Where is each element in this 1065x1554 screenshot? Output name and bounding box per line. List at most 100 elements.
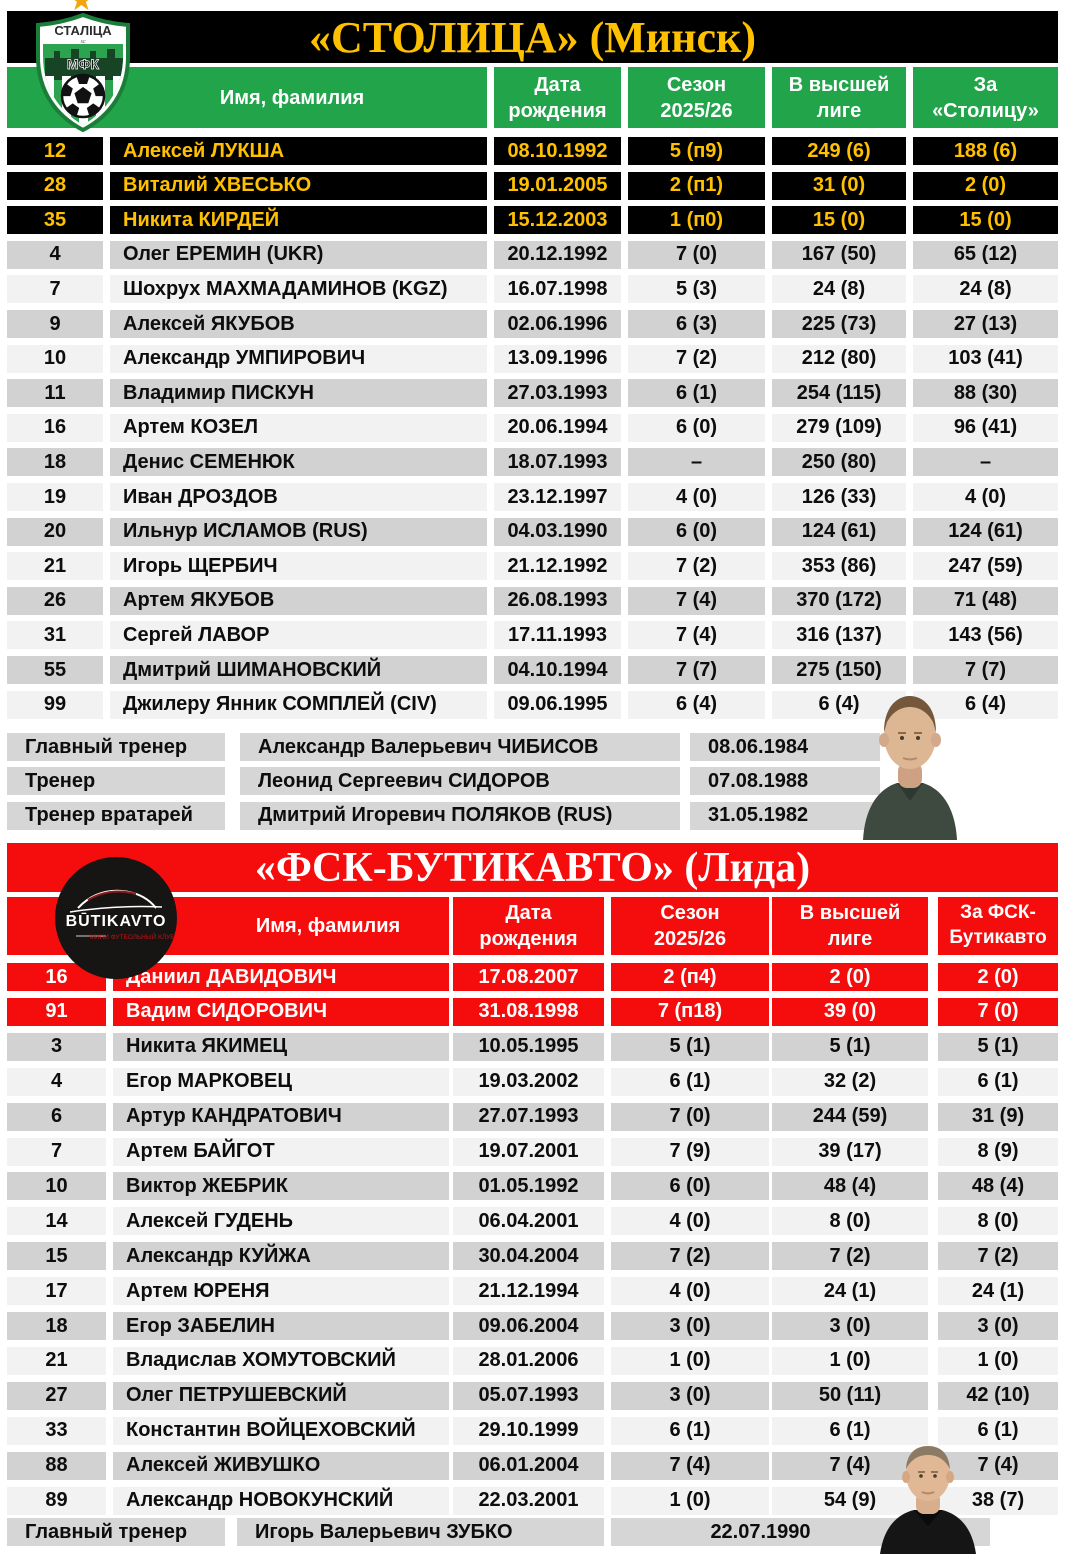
player-number: 12 [7, 137, 103, 165]
column-header-club: За «Столицу» [913, 67, 1058, 128]
player-season-stats: 6 (0) [611, 1172, 769, 1201]
player-number: 55 [7, 656, 103, 684]
player-club-stats: 15 (0) [913, 206, 1058, 235]
player-row: 4 Олег ЕРЕМИН (UKR) 20.12.1992 7 (0) 167 (50… [0, 240, 1065, 269]
coach-name: Игорь Валерьевич ЗУБКО [237, 1518, 604, 1546]
player-row: 21 Игорь ЩЕРБИЧ 21.12.1992 7 (2) 353 (86) 247… [0, 552, 1065, 581]
coach-role: Главный тренер [7, 733, 225, 761]
player-league-stats: 31 (0) [772, 171, 906, 200]
player-row: 10 Александр УМПИРОВИЧ 13.09.1996 7 (2) 212 … [0, 344, 1065, 373]
player-club-stats: 7 (4) [938, 1451, 1058, 1480]
player-league-stats: 167 (50) [772, 240, 906, 269]
player-number: 17 [7, 1277, 106, 1306]
player-birthdate: 31.08.1998 [453, 997, 604, 1026]
player-name: Егор ЗАБЕЛИН [113, 1312, 449, 1340]
player-name: Игорь ЩЕРБИЧ [110, 552, 487, 581]
player-league-stats: 6 (4) [772, 690, 906, 719]
player-league-stats: 279 (109) [772, 413, 906, 442]
player-number: 7 [7, 275, 103, 304]
player-league-stats: 353 (86) [772, 552, 906, 581]
player-club-stats: 65 (12) [913, 240, 1058, 269]
coach-row: Главный тренер Александр Валерьевич ЧИБИС… [0, 733, 1065, 761]
player-number: 7 [7, 1137, 106, 1166]
player-name: Даниил ДАВИДОВИЧ [113, 963, 449, 991]
player-club-stats: 1 (0) [938, 1346, 1058, 1375]
player-season-stats: 7 (7) [628, 656, 765, 684]
player-birthdate: 06.04.2001 [453, 1207, 604, 1236]
player-row: 31 Сергей ЛАВОР 17.11.1993 7 (4) 316 (137) 14… [0, 621, 1065, 650]
player-league-stats: 15 (0) [772, 206, 906, 235]
player-number: 6 [7, 1102, 106, 1131]
player-row: 89 Александр НОВОКУНСКИЙ 22.03.2001 1 (0) 54… [0, 1486, 1065, 1515]
player-club-stats: 5 (1) [938, 1032, 1058, 1061]
player-number: 91 [7, 997, 106, 1026]
player-season-stats: 7 (2) [628, 344, 765, 373]
player-league-stats: 50 (11) [772, 1381, 928, 1410]
player-birthdate: 20.06.1994 [494, 413, 621, 442]
column-header-born: Дата рождения [494, 67, 621, 128]
player-number: 26 [7, 586, 103, 615]
table2-title-banner: «ФСК-БУТИКАВТО» (Лида) [7, 843, 1058, 892]
player-league-stats: 126 (33) [772, 483, 906, 511]
player-club-stats: 7 (7) [913, 656, 1058, 684]
player-number: 99 [7, 690, 103, 719]
player-club-stats: 2 (0) [938, 963, 1058, 991]
player-league-stats: 370 (172) [772, 586, 906, 615]
player-name: Денис СЕМЕНЮК [110, 448, 487, 477]
player-birthdate: 13.09.1996 [494, 344, 621, 373]
player-club-stats: 71 (48) [913, 586, 1058, 615]
player-league-stats: 124 (61) [772, 517, 906, 546]
player-club-stats: 7 (0) [938, 997, 1058, 1026]
player-birthdate: 28.01.2006 [453, 1346, 604, 1375]
player-name: Шохрух МАХМАДАМИНОВ (KGZ) [110, 275, 487, 304]
player-row: 9 Алексей ЯКУБОВ 02.06.1996 6 (3) 225 (73) 27… [0, 310, 1065, 338]
player-club-stats: 88 (30) [913, 379, 1058, 408]
player-season-stats: 3 (0) [611, 1312, 769, 1340]
player-club-stats: 27 (13) [913, 310, 1058, 338]
player-row: 26 Артем ЯКУБОВ 26.08.1993 7 (4) 370 (172) 71… [0, 586, 1065, 615]
player-number: 15 [7, 1242, 106, 1271]
player-number: 3 [7, 1032, 106, 1061]
player-league-stats: 3 (0) [772, 1312, 928, 1340]
player-season-stats: 5 (3) [628, 275, 765, 304]
player-club-stats: – [913, 448, 1058, 477]
player-row: 4 Егор МАРКОВЕЦ 19.03.2002 6 (1) 32 (2) 6 (1) [0, 1067, 1065, 1096]
player-league-stats: 48 (4) [772, 1172, 928, 1201]
player-number: 27 [7, 1381, 106, 1410]
player-birthdate: 09.06.2004 [453, 1312, 604, 1340]
svg-text:МИНИ ФУТБОЛЬНЫЙ КЛУБ: МИНИ ФУТБОЛЬНЫЙ КЛУБ [89, 932, 174, 941]
player-season-stats: 2 (п4) [611, 963, 769, 991]
player-name: Александр КУЙЖА [113, 1242, 449, 1271]
player-name: Дмитрий ШИМАНОВСКИЙ [110, 656, 487, 684]
player-number: 10 [7, 1172, 106, 1201]
player-club-stats: 6 (1) [938, 1067, 1058, 1096]
player-season-stats: 7 (0) [628, 240, 765, 269]
player-number: 18 [7, 1312, 106, 1340]
player-number: 19 [7, 483, 103, 511]
player-league-stats: 24 (1) [772, 1277, 928, 1306]
player-league-stats: 316 (137) [772, 621, 906, 650]
player-name: Александр НОВОКУНСКИЙ [113, 1486, 449, 1515]
player-season-stats: 7 (2) [611, 1242, 769, 1271]
player-row: 14 Алексей ГУДЕНЬ 06.04.2001 4 (0) 8 (0) 8 (0… [0, 1207, 1065, 1236]
player-club-stats: 7 (2) [938, 1242, 1058, 1271]
player-number: 20 [7, 517, 103, 546]
player-row: 18 Егор ЗАБЕЛИН 09.06.2004 3 (0) 3 (0) 3 (0) [0, 1312, 1065, 1340]
player-league-stats: 225 (73) [772, 310, 906, 338]
player-season-stats: 6 (1) [611, 1067, 769, 1096]
player-season-stats: 2 (п1) [628, 171, 765, 200]
player-birthdate: 09.06.1995 [494, 690, 621, 719]
player-number: 28 [7, 171, 103, 200]
player-number: 88 [7, 1451, 106, 1480]
player-league-stats: 7 (4) [772, 1451, 928, 1480]
player-birthdate: 05.07.1993 [453, 1381, 604, 1410]
player-club-stats: 6 (4) [913, 690, 1058, 719]
player-season-stats: 7 (2) [628, 552, 765, 581]
player-row: 3 Никита ЯКИМЕЦ 10.05.1995 5 (1) 5 (1) 5 (1) [0, 1032, 1065, 1061]
player-club-stats: 8 (9) [938, 1137, 1058, 1166]
stolitsa-club-crest-icon: СТАЛІЦА sc МФК [36, 12, 130, 132]
player-club-stats: 247 (59) [913, 552, 1058, 581]
player-name: Олег ЕРЕМИН (UKR) [110, 240, 487, 269]
player-league-stats: 32 (2) [772, 1067, 928, 1096]
player-league-stats: 24 (8) [772, 275, 906, 304]
